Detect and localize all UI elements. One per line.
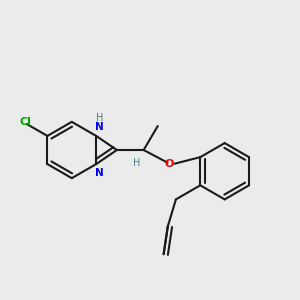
Text: H: H (133, 158, 140, 167)
Text: N: N (95, 122, 104, 132)
Text: Cl: Cl (20, 117, 32, 128)
Text: N: N (95, 168, 104, 178)
Text: O: O (164, 159, 173, 169)
Text: H: H (96, 113, 103, 123)
